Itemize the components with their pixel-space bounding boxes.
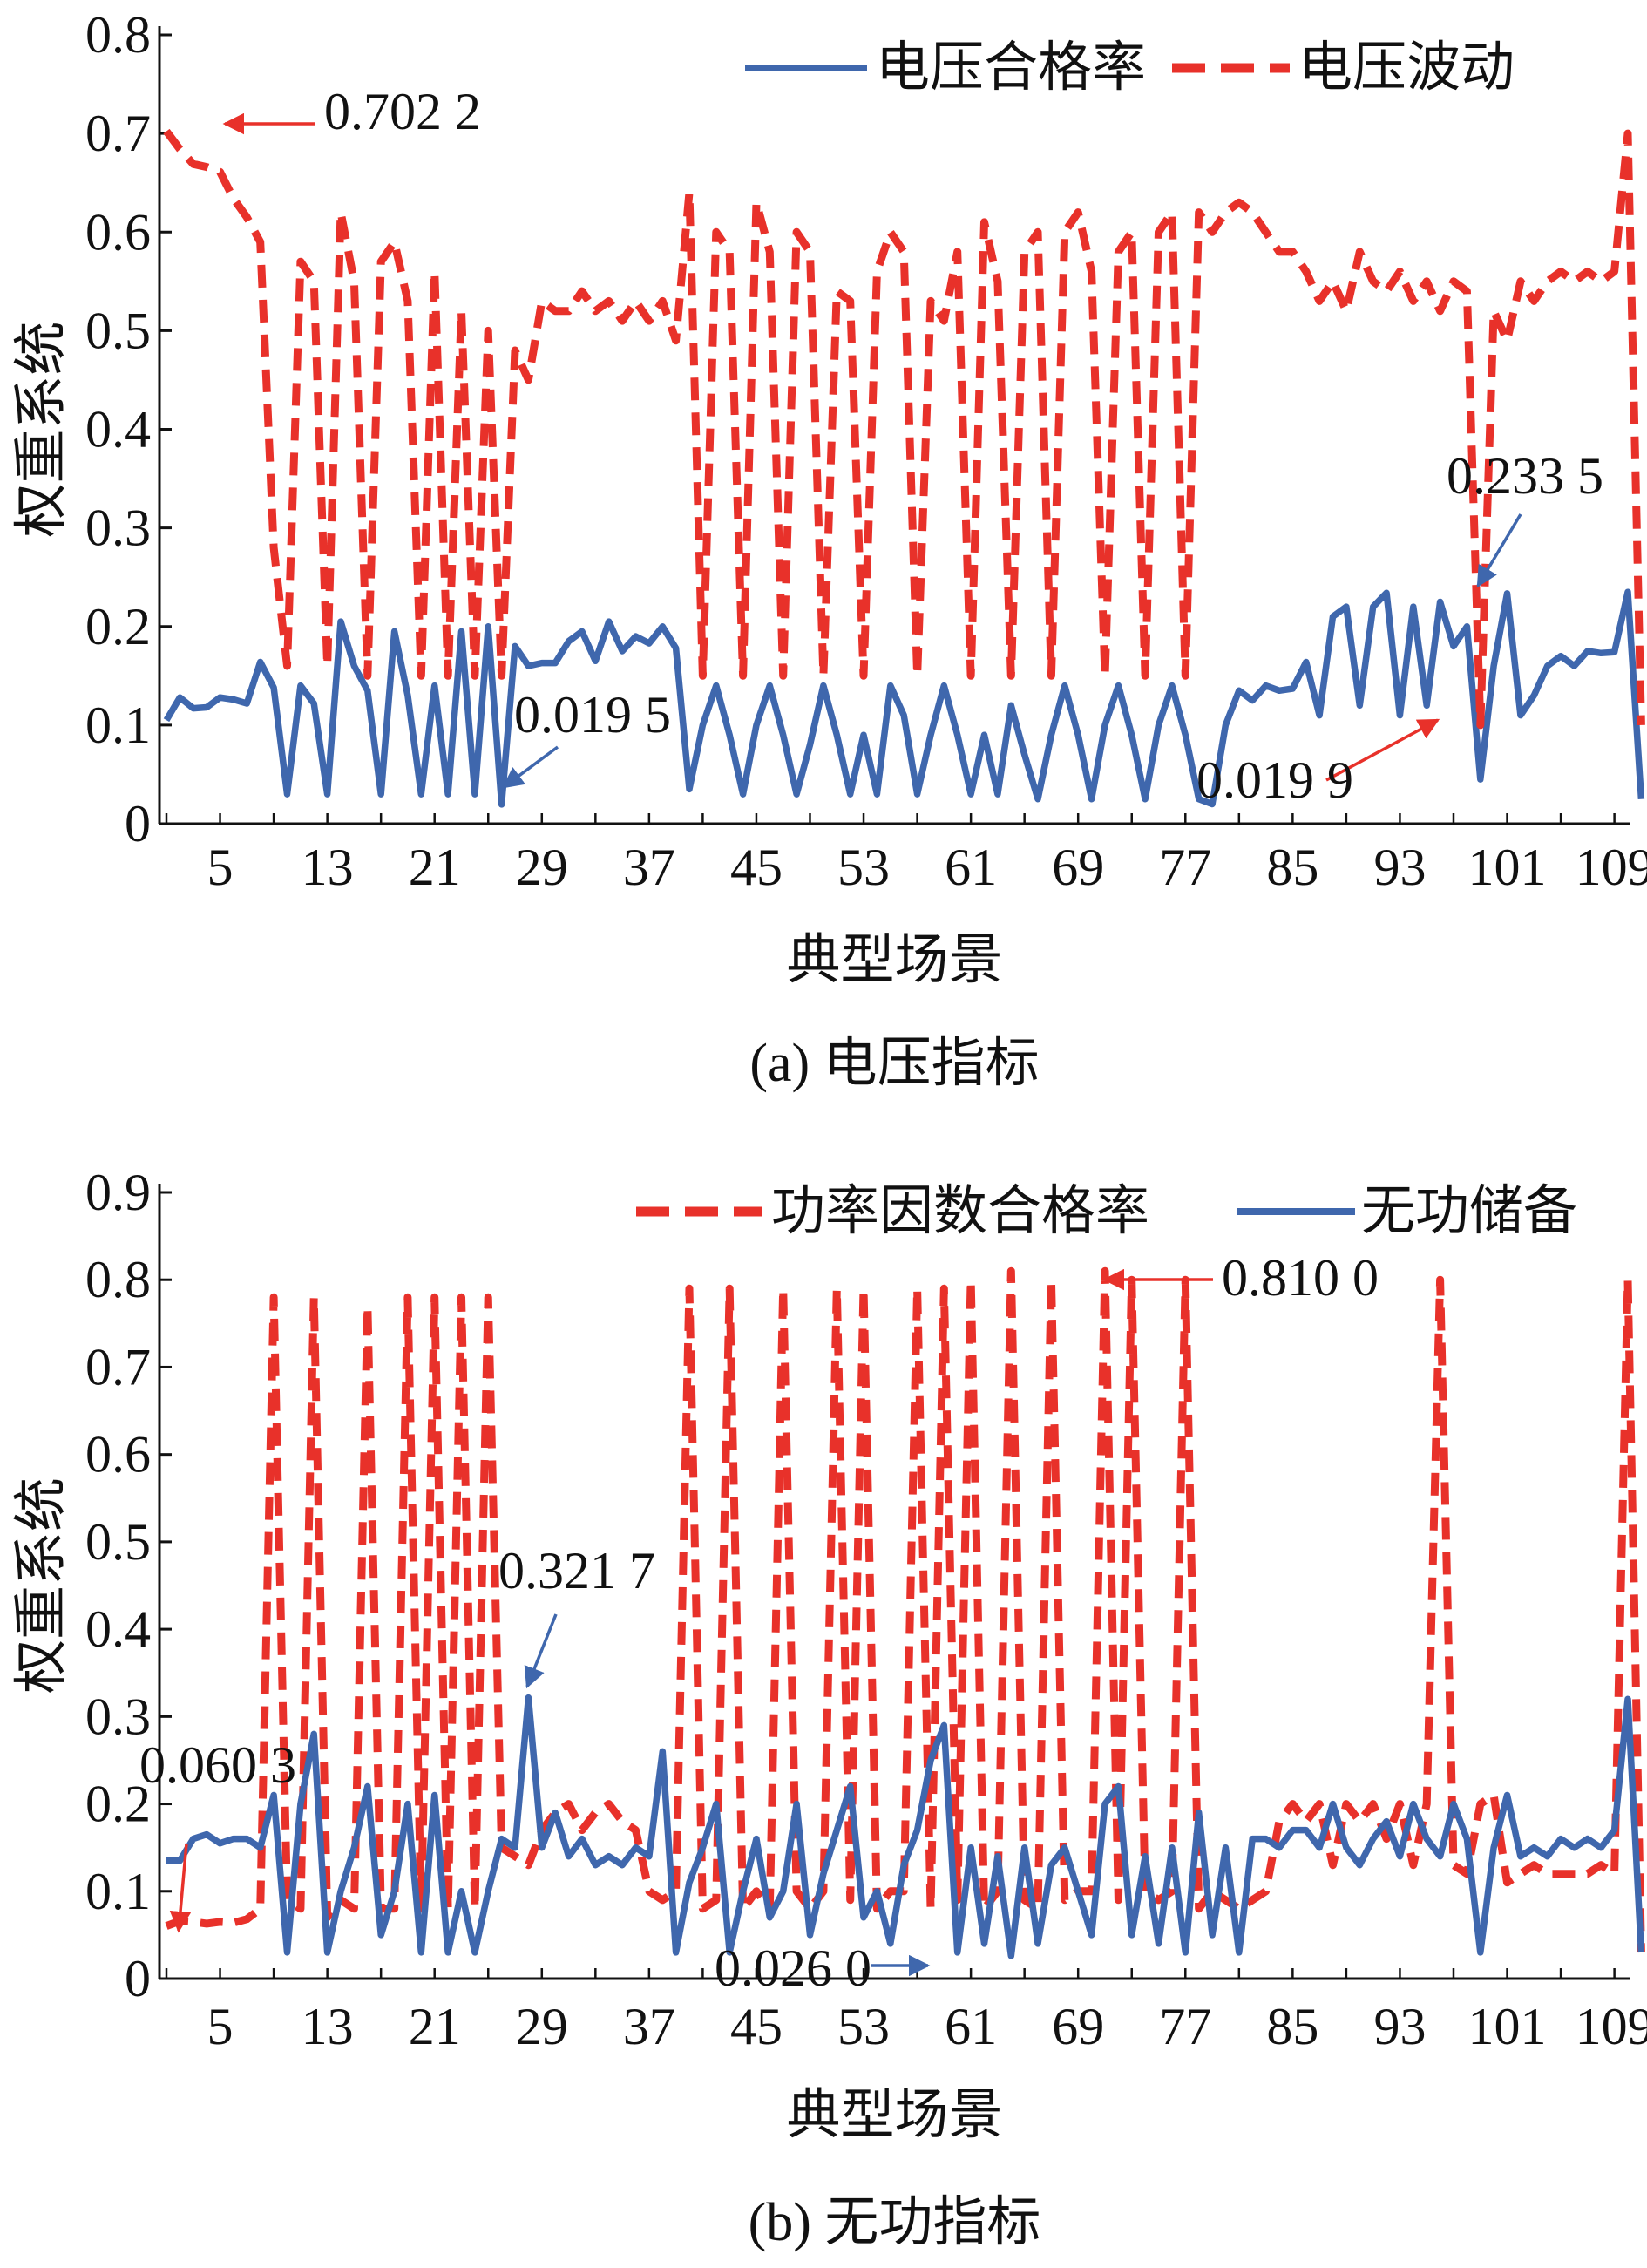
y-tick-label-0-8: 0.8 — [85, 6, 151, 64]
x-tick-label-61: 61 — [945, 1998, 997, 2055]
series-line-dashed-1 — [163, 128, 1645, 730]
annotation-arrow — [1476, 513, 1522, 588]
legend-label-power-factor: 功率因数合格率 — [771, 1182, 1149, 1241]
annotations-reactive: 0.060 3 0.321 7 0.026 0 0.810 0 — [139, 1249, 1379, 1997]
x-ticks-reactive: 5 13 21 29 37 45 53 61 69 77 85 93 101 109 — [165, 1968, 1647, 2055]
y-tick-label-0-6: 0.6 — [85, 1426, 151, 1484]
x-tick-label-13: 13 — [302, 839, 354, 896]
y-tick-label-0-1: 0.1 — [85, 1863, 151, 1920]
x-tick-label-101: 101 — [1468, 1998, 1547, 2055]
x-tick-label-93: 93 — [1373, 1998, 1426, 2055]
x-tick-label-5: 5 — [207, 839, 234, 896]
axes-voltage — [158, 26, 1630, 825]
series-line-solid-1 — [166, 1694, 1645, 1959]
annotation-label-0-321-7: 0.321 7 — [498, 1542, 655, 1599]
annotation-label-0-019-5: 0.019 5 — [514, 686, 671, 744]
y-tick-label-0: 0 — [125, 1950, 151, 2007]
annotation-arrow — [169, 1843, 192, 1933]
x-ticks-voltage: 5 13 21 29 37 45 53 61 69 77 85 93 101 109 — [165, 813, 1647, 896]
series-line-solid-0 — [163, 588, 1645, 808]
annotation-label-0-233-5: 0.233 5 — [1447, 447, 1603, 505]
x-tick-label-53: 53 — [837, 839, 890, 896]
x-tick-label-69: 69 — [1052, 1998, 1104, 2055]
annotation-arrow — [502, 745, 559, 789]
x-axis-label-reactive: 典型场景 — [786, 2086, 1002, 2145]
x-tick-label-21: 21 — [409, 1998, 461, 2055]
x-tick-label-21: 21 — [409, 839, 461, 896]
y-tick-label-0: 0 — [125, 795, 151, 852]
x-tick-label-85: 85 — [1266, 1998, 1318, 2055]
y-tick-label-0-4: 0.4 — [85, 401, 151, 458]
axes-reactive — [158, 1184, 1630, 1980]
x-tick-label-61: 61 — [945, 839, 997, 896]
x-tick-label-45: 45 — [730, 1998, 783, 2055]
x-tick-label-77: 77 — [1159, 1998, 1211, 2055]
annotation-label-0-019-9: 0.019 9 — [1196, 751, 1353, 809]
x-tick-label-45: 45 — [730, 839, 783, 896]
series-voltage — [163, 128, 1645, 808]
annotations-voltage: 0.702 2 0.019 5 0.019 9 0.233 5 — [222, 83, 1603, 809]
y-tick-label-0-7: 0.7 — [85, 1338, 151, 1395]
y-tick-label-0-3: 0.3 — [85, 1687, 151, 1745]
legend-label-voltage-fluctuation: 电压波动 — [1298, 38, 1515, 98]
y-tick-label-0-6: 0.6 — [85, 203, 151, 261]
y-tick-label-0-5: 0.5 — [85, 302, 151, 359]
x-axis-label-voltage: 典型场景 — [786, 931, 1002, 990]
x-tick-label-101: 101 — [1468, 839, 1547, 896]
y-tick-label-0-9: 0.9 — [85, 1164, 151, 1221]
panel-voltage: 0 0.1 0.2 0.3 0.4 0.5 0.6 0.7 0.8 5 13 21 29 37 45 53 6… — [12, 6, 1647, 1093]
y-ticks-voltage: 0 0.1 0.2 0.3 0.4 0.5 0.6 0.7 0.8 — [85, 6, 172, 852]
y-ticks-reactive: 0 0.1 0.2 0.3 0.4 0.5 0.6 0.7 0.8 0.9 — [85, 1164, 172, 2007]
y-tick-label-0-7: 0.7 — [85, 105, 151, 162]
y-tick-label-0-3: 0.3 — [85, 499, 151, 557]
x-tick-label-85: 85 — [1266, 839, 1318, 896]
series-reactive — [165, 1266, 1645, 1959]
y-tick-label-0-8: 0.8 — [85, 1251, 151, 1308]
panel-reactive: 0 0.1 0.2 0.3 0.4 0.5 0.6 0.7 0.8 0.9 5 13 21 29 37 45… — [12, 1164, 1647, 2252]
x-tick-label-69: 69 — [1052, 839, 1104, 896]
x-tick-label-109: 109 — [1576, 1998, 1647, 2055]
y-tick-label-0-1: 0.1 — [85, 696, 151, 754]
y-tick-label-0-2: 0.2 — [85, 598, 151, 655]
annotation-label-0-060-3: 0.060 3 — [139, 1736, 296, 1794]
annotation-arrow — [1325, 718, 1440, 782]
x-tick-label-53: 53 — [837, 1998, 890, 2055]
y-tick-label-0-4: 0.4 — [85, 1600, 151, 1658]
x-tick-label-29: 29 — [516, 1998, 568, 2055]
annotation-arrow — [524, 1613, 558, 1689]
x-tick-label-5: 5 — [207, 1998, 234, 2055]
legend-voltage: 电压合格率 电压波动 — [745, 38, 1515, 98]
annotation-label-0-810-0: 0.810 0 — [1222, 1249, 1379, 1307]
x-tick-label-109: 109 — [1576, 839, 1647, 896]
x-tick-label-93: 93 — [1373, 839, 1426, 896]
legend-label-reactive-reserve: 无功储备 — [1361, 1182, 1577, 1241]
x-tick-label-13: 13 — [302, 1998, 354, 2055]
caption-voltage: (a) 电压指标 — [749, 1034, 1039, 1093]
x-tick-label-29: 29 — [516, 839, 568, 896]
x-tick-label-37: 37 — [623, 839, 675, 896]
annotation-label-0-026-0: 0.026 0 — [715, 1939, 871, 1997]
x-tick-label-37: 37 — [623, 1998, 675, 2055]
annotation-label-0-702-2: 0.702 2 — [324, 83, 481, 140]
series-line-dashed-0 — [165, 1266, 1645, 1952]
y-tick-label-0-5: 0.5 — [85, 1513, 151, 1571]
legend-label-voltage-qualification: 电压合格率 — [876, 38, 1146, 98]
y-axis-label-reactive: 权重系统 — [12, 1477, 71, 1694]
y-axis-label-voltage: 权重系统 — [12, 321, 71, 537]
legend-reactive: 功率因数合格率 无功储备 — [636, 1182, 1577, 1241]
y-tick-label-0-2: 0.2 — [85, 1776, 151, 1833]
caption-reactive: (b) 无功指标 — [749, 2193, 1041, 2252]
x-tick-label-77: 77 — [1159, 839, 1211, 896]
